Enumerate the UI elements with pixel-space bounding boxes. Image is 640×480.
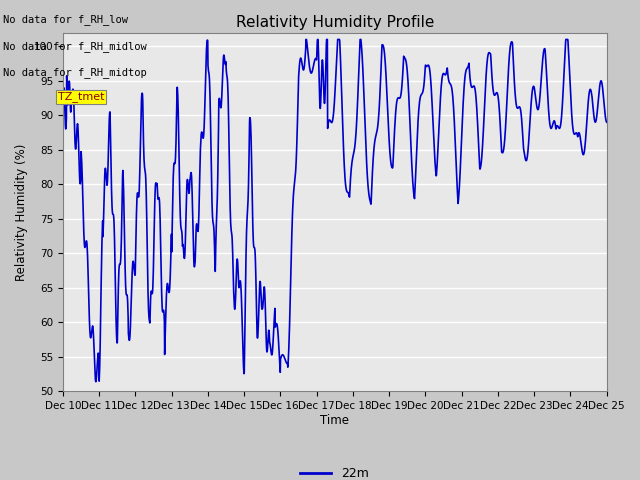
X-axis label: Time: Time (320, 414, 349, 427)
Text: No data for f_RH_midtop: No data for f_RH_midtop (3, 67, 147, 78)
Title: Relativity Humidity Profile: Relativity Humidity Profile (236, 15, 434, 30)
Text: TZ_tmet: TZ_tmet (58, 91, 104, 102)
Text: No data for f_RH_midlow: No data for f_RH_midlow (3, 41, 147, 52)
Legend: 22m: 22m (295, 462, 374, 480)
Text: No data for f_RH_low: No data for f_RH_low (3, 14, 128, 25)
Y-axis label: Relativity Humidity (%): Relativity Humidity (%) (15, 143, 28, 280)
